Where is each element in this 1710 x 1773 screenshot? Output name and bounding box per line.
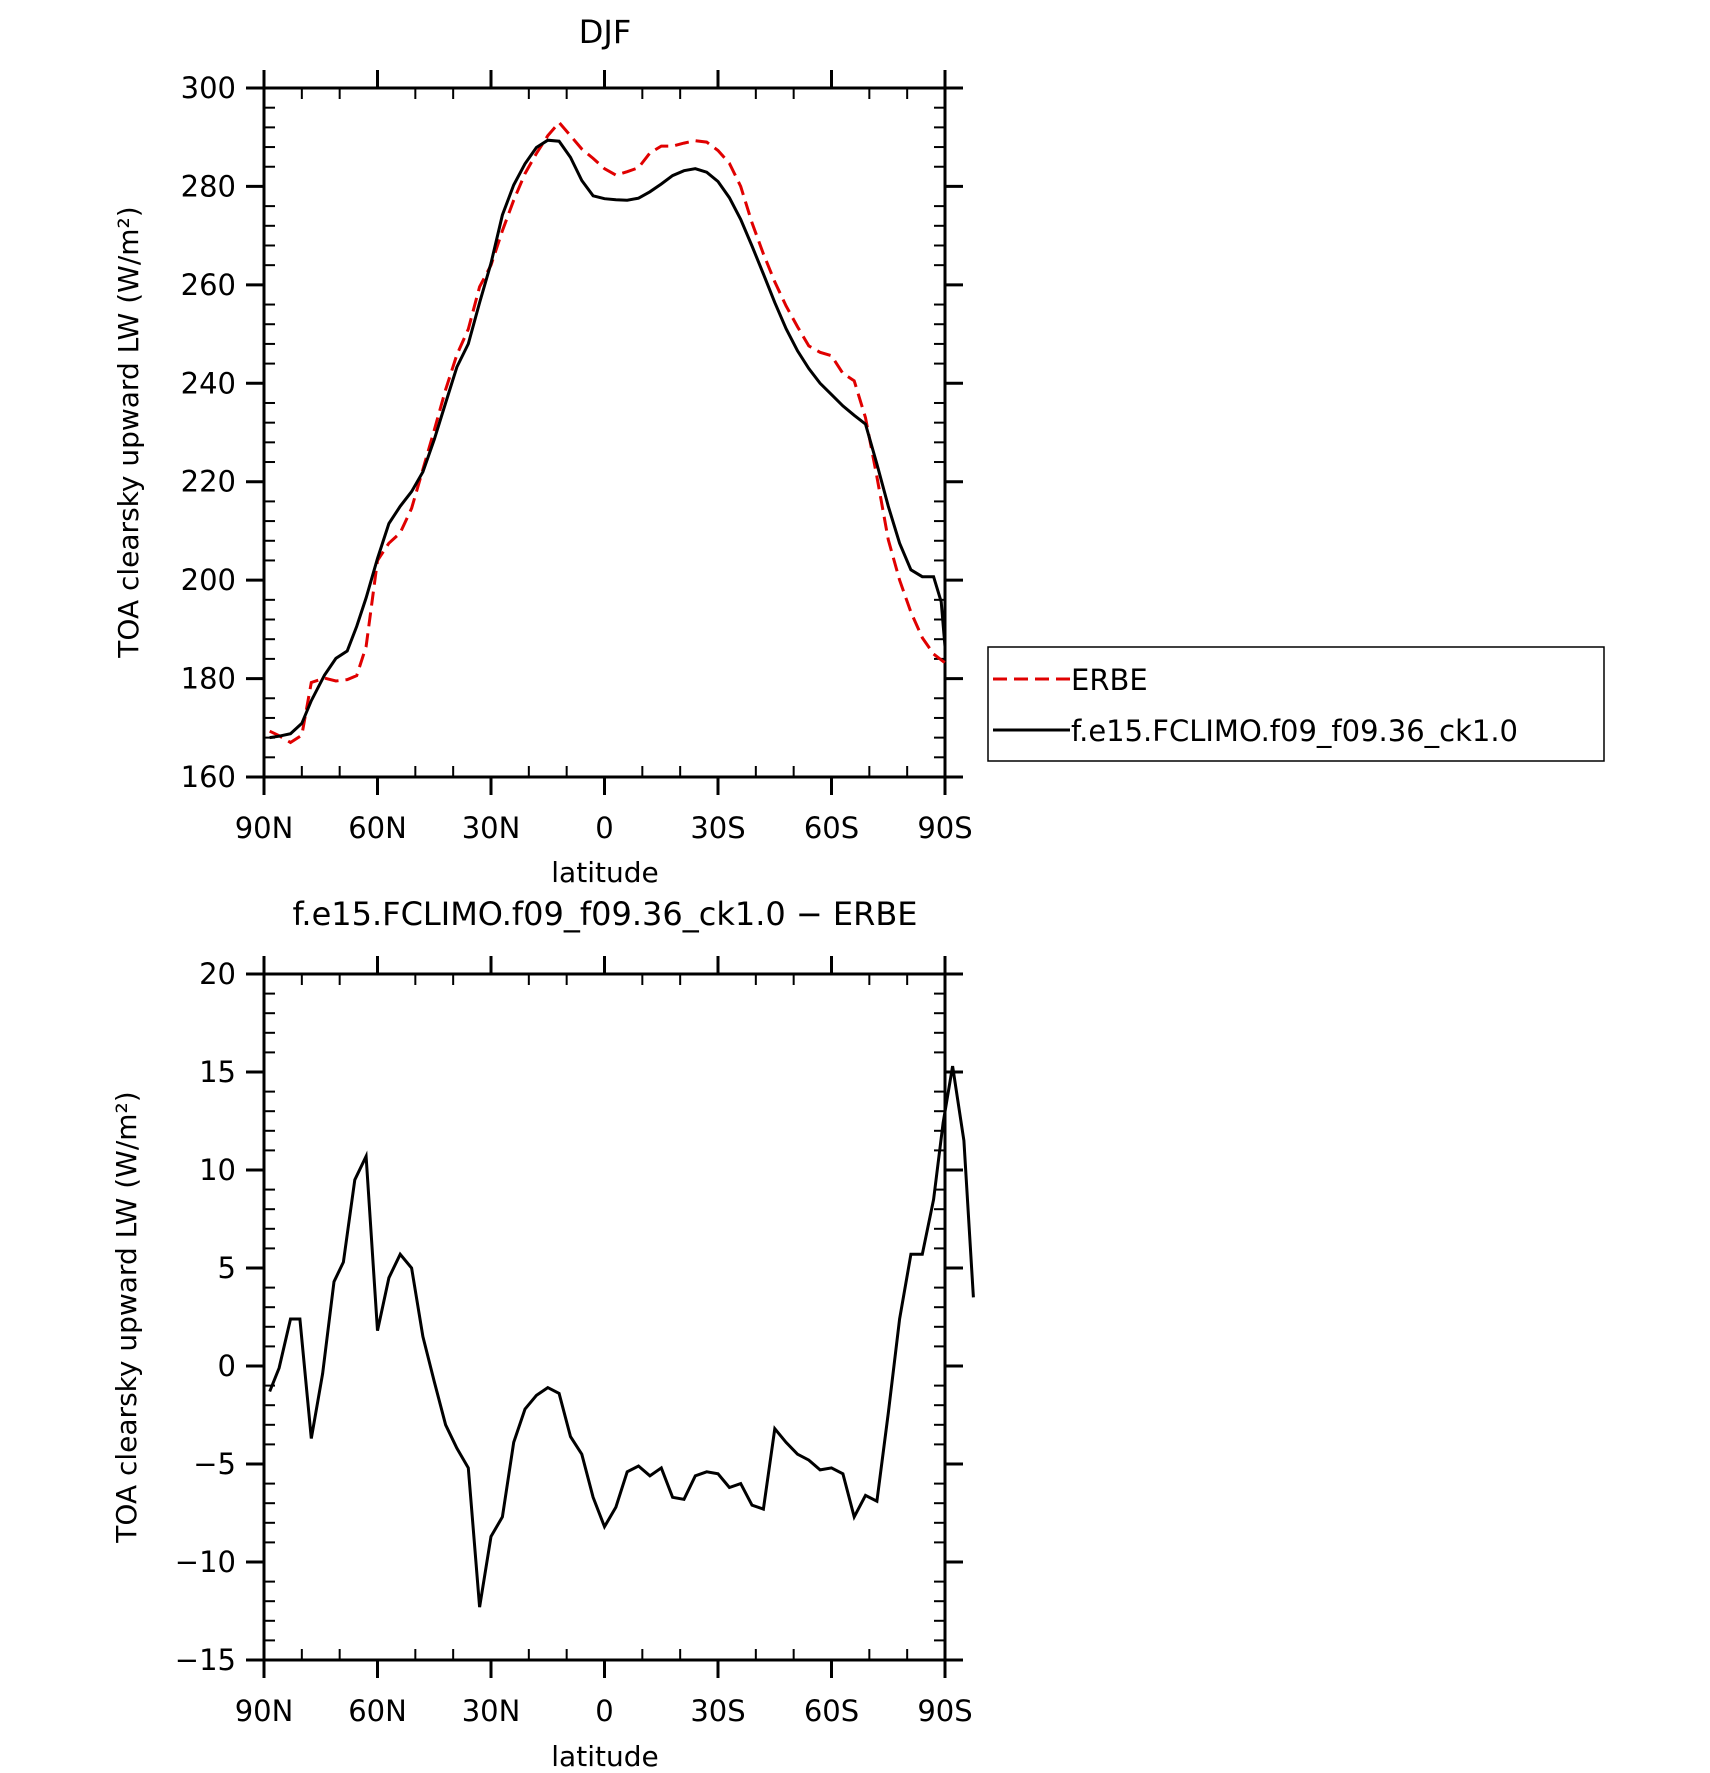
x-tick-label: 30S [690, 1694, 745, 1728]
x-tick-label: 30S [690, 811, 745, 845]
x-tick-label: 90N [235, 811, 294, 845]
x-tick-label: 0 [595, 1694, 613, 1728]
bottom-plot-frame [262, 972, 947, 1662]
bottom-chart-panel: f.e15.FCLIMO.f09_f09.36_ck1.0 − ERBE −15… [110, 895, 975, 1773]
top-chart-panel: DJF 160 180 200 220 240 260 280 300 90N 60N 30N 0 3… [112, 13, 1605, 889]
bottom-y-axis-label: TOA clearsky upward LW (W/m²) [110, 1091, 143, 1543]
bottom-y-tick-labels: −15 −10 −5 0 5 10 15 20 [175, 957, 236, 1677]
y-tick-label: −10 [175, 1545, 236, 1579]
x-tick-label: 60S [804, 811, 859, 845]
x-tick-label: 60N [348, 1694, 407, 1728]
y-tick-label: 300 [181, 71, 236, 105]
y-tick-label: 20 [199, 957, 236, 991]
y-tick-label: 5 [218, 1251, 236, 1285]
x-tick-label: 60N [348, 811, 407, 845]
top-axis-ticks [246, 70, 963, 795]
x-tick-label: 30N [462, 1694, 521, 1728]
x-tick-label: 0 [595, 811, 613, 845]
y-tick-label: 15 [199, 1055, 236, 1089]
x-tick-label: 90N [235, 1694, 294, 1728]
legend-label-model: f.e15.FCLIMO.f09_f09.36_ck1.0 [1071, 714, 1518, 748]
y-tick-label: 240 [181, 366, 236, 400]
bottom-chart-title: f.e15.FCLIMO.f09_f09.36_ck1.0 − ERBE [292, 895, 917, 933]
top-series-model-line [269, 138, 947, 740]
top-y-tick-labels: 160 180 200 220 240 260 280 300 [181, 71, 236, 794]
y-tick-label: 0 [218, 1349, 236, 1383]
y-tick-label: 200 [181, 563, 236, 597]
top-y-axis-label: TOA clearsky upward LW (W/m²) [112, 206, 145, 658]
y-tick-label: −5 [193, 1447, 236, 1481]
x-tick-label: 90S [917, 1694, 972, 1728]
bottom-x-axis-label: latitude [551, 1740, 658, 1773]
top-x-tick-labels: 90N 60N 30N 0 30S 60S 90S [235, 811, 973, 845]
top-x-axis-label: latitude [551, 856, 658, 889]
top-plot-frame [262, 86, 947, 779]
bottom-difference-line [268, 1065, 975, 1608]
bottom-axis-ticks [246, 956, 963, 1678]
y-tick-label: 10 [199, 1153, 236, 1187]
legend-label-erbe: ERBE [1071, 663, 1148, 697]
y-tick-label: 280 [181, 169, 236, 203]
legend-box [987, 646, 1605, 762]
y-tick-label: 260 [181, 268, 236, 302]
top-chart-title: DJF [579, 13, 631, 51]
x-tick-label: 60S [804, 1694, 859, 1728]
x-tick-label: 90S [917, 811, 972, 845]
y-tick-label: −15 [175, 1643, 236, 1677]
y-tick-label: 160 [181, 760, 236, 794]
x-tick-label: 30N [462, 811, 521, 845]
top-series-erbe-line [269, 120, 946, 745]
y-tick-label: 180 [181, 662, 236, 696]
y-tick-label: 220 [181, 465, 236, 499]
bottom-x-tick-labels: 90N 60N 30N 0 30S 60S 90S [235, 1694, 973, 1728]
legend: ERBE f.e15.FCLIMO.f09_f09.36_ck1.0 [987, 646, 1605, 762]
